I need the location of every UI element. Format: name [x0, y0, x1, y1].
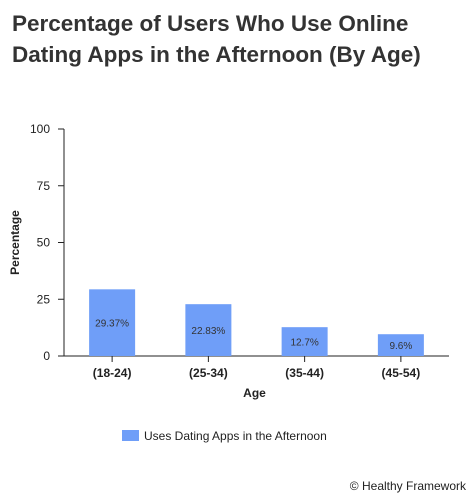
bar-value-label: 29.37%	[95, 319, 129, 330]
bar	[377, 334, 424, 356]
y-axis-label: Percentage	[8, 210, 22, 275]
bar-value-label: 12.7%	[290, 338, 318, 349]
bar	[281, 327, 328, 356]
credit: © Healthy Framework	[349, 479, 466, 493]
x-axis-ticks: (18-24) (25-34) (35-44) (45-54)	[93, 356, 420, 380]
bar	[89, 289, 136, 356]
y-tick-label: 100	[30, 122, 50, 136]
bars: 29.37% 22.83% 12.7% 9.6%	[89, 289, 424, 356]
chart-title: Percentage of Users Who Use Online Datin…	[12, 11, 421, 67]
x-tick-label: (35-44)	[285, 366, 324, 380]
legend: Uses Dating Apps in the Afternoon	[122, 429, 327, 443]
y-tick-label: 50	[37, 236, 51, 250]
bar-value-label: 9.6%	[389, 341, 412, 352]
y-axis-ticks: 0 25 50 75 100	[30, 122, 64, 363]
y-tick-label: 0	[43, 349, 50, 363]
bar-value-label: 22.83%	[191, 326, 225, 337]
legend-label: Uses Dating Apps in the Afternoon	[144, 429, 327, 443]
x-tick-label: (18-24)	[93, 366, 132, 380]
legend-swatch	[122, 430, 139, 441]
x-axis-label: Age	[243, 386, 266, 400]
x-tick-label: (25-34)	[189, 366, 228, 380]
y-tick-label: 75	[37, 179, 51, 193]
bar	[185, 304, 232, 356]
y-tick-label: 25	[37, 292, 51, 306]
x-tick-label: (45-54)	[382, 366, 421, 380]
